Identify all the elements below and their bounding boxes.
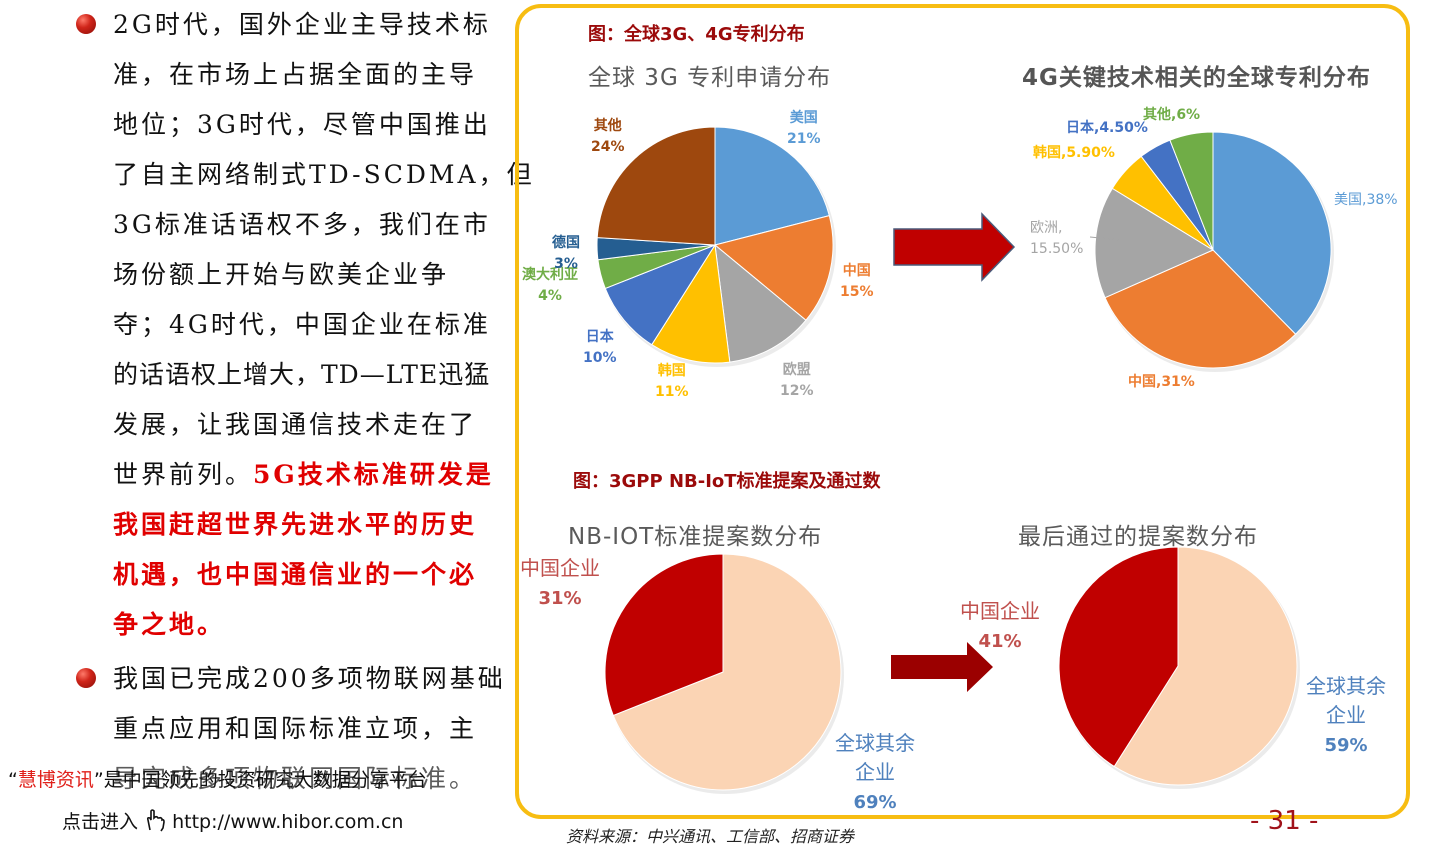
label-passed-cn: 中国企业 41%	[960, 599, 1040, 652]
highlight-line: 争之地。	[113, 610, 226, 639]
label-nbiot-cn: 中国企业 31%	[520, 556, 600, 609]
label-nbiot-rest: 全球其余 企业 69%	[835, 731, 915, 813]
figure-panel	[515, 4, 1410, 819]
pie-slice	[596, 126, 716, 246]
label-3g-us: 美国 21%	[787, 110, 821, 147]
leader-line	[1090, 236, 1121, 241]
text-line: 3G标准话语权不多，我们在市	[113, 210, 491, 239]
pie-slice	[1169, 131, 1214, 251]
source-note: 资料来源：中兴通讯、工信部、招商证券	[566, 827, 855, 846]
pie-slice	[714, 243, 807, 363]
label-3g-de: 德国 3%	[552, 235, 580, 272]
brand-link[interactable]: 点击进入 http://www.hibor.com.cn	[62, 807, 403, 834]
label-3g-kr: 韩国 11%	[655, 363, 689, 400]
label-passed-rest: 全球其余 企业 59%	[1306, 674, 1386, 756]
text-line: 夺；4G时代，中国企业在标准	[113, 310, 491, 339]
label-4g-cn: 中国,31%	[1128, 374, 1195, 390]
pie-slice	[1058, 546, 1179, 768]
url-link[interactable]: http://www.hibor.com.cn	[172, 811, 404, 833]
label-4g-us: 美国,38%	[1334, 192, 1398, 208]
chart-passed-title: 最后通过的提案数分布	[1018, 524, 1258, 550]
label-4g-other: 其他,6%	[1143, 107, 1201, 123]
bullet-1-marker	[76, 14, 96, 34]
text-line: 场份额上开始与欧美企业争	[113, 260, 450, 289]
pie-slice	[1104, 249, 1297, 369]
bullet-2-marker	[76, 668, 96, 688]
text-line: 发展，让我国通信技术走在了	[113, 410, 478, 439]
pie-slice	[1113, 546, 1298, 786]
pie-slice	[713, 215, 834, 321]
pie-slice	[1094, 187, 1215, 299]
highlight-line: 机遇，也中国通信业的一个必	[113, 560, 478, 589]
figure2-title: 图：3GPP NB-IoT标准提案及通过数	[573, 471, 881, 492]
chart-3g-title: 全球 3G 专利申请分布	[588, 65, 832, 91]
text-line: 我国已完成200多项物联网基础	[113, 664, 506, 693]
brand-name: 慧博资讯	[17, 769, 94, 791]
pie-slice	[604, 553, 724, 717]
label-3g-eu: 欧盟 12%	[780, 362, 814, 399]
pie-slice	[1212, 131, 1332, 335]
label-4g-kr: 韩国,5.90%	[1033, 145, 1115, 161]
click-text: 点击进入	[62, 811, 139, 833]
pie-slice	[714, 126, 830, 246]
highlight-line: 我国赶超世界先进水平的历史	[113, 510, 478, 539]
arrow-right-icon	[891, 642, 993, 692]
brand-watermark: “慧博资讯”是中国领先的投资研究大数据分享平台	[8, 769, 427, 791]
pie-slice	[604, 243, 717, 346]
page-number: - 31 -	[1250, 806, 1319, 836]
text-line: 准，在市场上占据全面的主导	[113, 60, 478, 89]
label-3g-au: 澳大利亚 4%	[522, 267, 578, 304]
pie-slice	[612, 553, 842, 791]
chart-4g-title: 4G关键技术相关的全球专利分布	[1022, 65, 1371, 91]
arrow-right-icon	[893, 212, 1016, 282]
label-3g-cn: 中国 15%	[840, 263, 874, 300]
label-3g-other: 其他 24%	[591, 118, 625, 155]
text-line: 2G时代，国外企业主导技术标	[113, 10, 491, 39]
label-4g-eu: 欧洲, 15.50%	[1030, 220, 1084, 257]
text-line: 世界前列。5G技术标准研发是	[113, 450, 494, 500]
text-line: 导完成多项物联网国际标准。	[113, 764, 478, 793]
brand-tagline: 是中国领先的投资研究大数据分享平台	[103, 769, 427, 791]
label-3g-jp: 日本 10%	[583, 329, 617, 366]
chart-nbiot-title: NB-IOT标准提案数分布	[568, 524, 823, 550]
text-line: 地位；3G时代，尽管中国推出	[113, 110, 491, 139]
hand-pointer-icon	[144, 808, 166, 832]
text-line: 的话语权上增大，TD—LTE迅猛	[113, 360, 491, 389]
label-4g-jp: 日本,4.50%	[1066, 120, 1148, 136]
text-line: 了自主网络制式TD-SCDMA，但	[113, 160, 535, 189]
highlight-text: 5G技术标准研发是	[253, 460, 494, 489]
text-line: 重点应用和国际标准立项，主	[113, 714, 478, 743]
text-normal: 世界前列。	[113, 460, 254, 489]
figure1-title: 图：全球3G、4G专利分布	[588, 24, 805, 45]
pie-slice	[651, 243, 731, 364]
